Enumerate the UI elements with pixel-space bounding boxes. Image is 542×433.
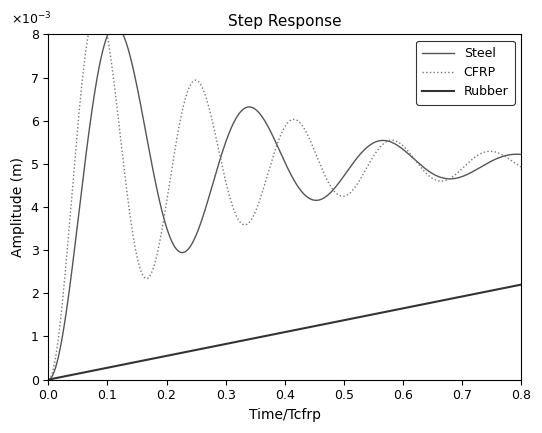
Rubber [275,331,281,336]
Steel [69,263,76,268]
CFRP [45,377,51,382]
Steel [504,152,511,158]
Line: Rubber: Rubber [48,284,521,380]
Legend: Steel, CFRP, Rubber: Steel, CFRP, Rubber [416,41,515,105]
Rubber [417,302,424,307]
CFRP [504,155,511,161]
Steel [518,152,524,157]
CFRP [69,185,76,190]
CFRP [504,155,511,160]
Steel [112,23,119,28]
Rubber [69,372,76,378]
Text: $\times10^{-3}$: $\times10^{-3}$ [11,11,51,27]
Title: Step Response: Step Response [228,14,341,29]
Steel [504,153,511,158]
Line: Steel: Steel [48,26,521,380]
Steel [417,162,424,168]
Rubber [518,282,524,287]
Steel [45,377,51,382]
CFRP [262,178,269,183]
Rubber [45,377,51,382]
Steel [275,145,282,151]
CFRP [518,165,524,170]
Line: CFRP: CFRP [48,6,521,380]
CFRP [275,138,282,143]
CFRP [94,4,101,9]
Steel [262,120,269,125]
Rubber [504,285,511,290]
Rubber [504,285,510,290]
Y-axis label: Amplitude (m): Amplitude (m) [11,157,25,257]
Rubber [262,333,269,339]
CFRP [417,165,424,170]
X-axis label: Time/Tcfrp: Time/Tcfrp [249,408,321,422]
